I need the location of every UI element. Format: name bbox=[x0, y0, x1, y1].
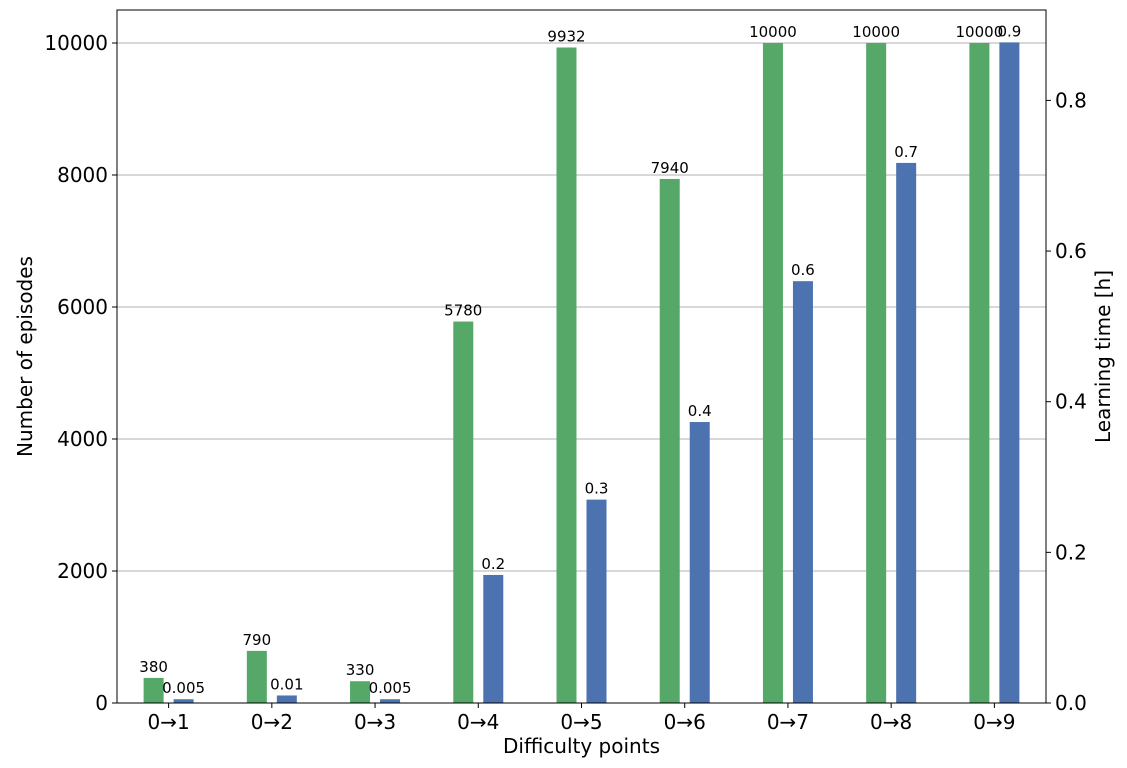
learning-time-bar bbox=[999, 42, 1020, 704]
learning-time-bar bbox=[586, 499, 607, 703]
x-tick-label: 0→8 bbox=[870, 710, 912, 734]
episodes-bar bbox=[866, 43, 887, 703]
right-y-axis-title: Learning time [h] bbox=[1091, 270, 1115, 443]
x-tick-label: 0→4 bbox=[457, 710, 499, 734]
episodes-data-label: 9932 bbox=[547, 27, 585, 45]
right-tick-label: 0.8 bbox=[1055, 88, 1087, 112]
learning-time-bar bbox=[380, 699, 401, 703]
left-y-axis-title: Number of episodes bbox=[13, 256, 37, 457]
episodes-data-label: 7940 bbox=[651, 159, 689, 177]
episodes-bar bbox=[453, 321, 474, 703]
data-labels: 380 790 330 5780 9932 7940 10000 10000 10000 0.00… bbox=[139, 22, 1021, 697]
x-axis-title: Difficulty points bbox=[503, 734, 660, 758]
right-tick-label: 0.4 bbox=[1055, 390, 1087, 414]
right-tick-label: 0.0 bbox=[1055, 691, 1087, 715]
learning-time-data-label: 0.4 bbox=[688, 402, 712, 420]
grid-lines bbox=[117, 42, 1046, 572]
episodes-data-label: 380 bbox=[139, 658, 168, 676]
episodes-data-label: 5780 bbox=[444, 302, 482, 320]
right-tick-label: 0.6 bbox=[1055, 239, 1087, 263]
bars bbox=[143, 42, 1020, 704]
learning-time-bar bbox=[792, 281, 813, 703]
x-tick-label: 0→2 bbox=[251, 710, 293, 734]
episodes-data-label: 10000 bbox=[852, 23, 900, 41]
episodes-data-label: 10000 bbox=[749, 23, 797, 41]
episodes-bar bbox=[762, 43, 783, 703]
episodes-bar bbox=[246, 650, 267, 703]
x-tick-label: 0→3 bbox=[354, 710, 396, 734]
episodes-data-label: 330 bbox=[346, 661, 375, 679]
x-tick-label: 0→1 bbox=[148, 710, 190, 734]
episodes-bar bbox=[556, 47, 577, 704]
learning-time-bar bbox=[483, 574, 504, 703]
learning-time-data-label: 0.01 bbox=[270, 675, 303, 693]
learning-time-data-label: 0.005 bbox=[162, 679, 205, 697]
episodes-bar bbox=[659, 178, 680, 703]
x-axis: 0→1 0→2 0→3 0→4 0→5 0→6 0→7 0→8 0→9 bbox=[148, 703, 1015, 734]
episodes-data-label: 10000 bbox=[956, 23, 1004, 41]
left-tick-label: 0 bbox=[95, 691, 108, 715]
right-axis: 0.0 0.2 0.4 0.6 0.8 bbox=[1046, 88, 1087, 715]
episodes-bar bbox=[969, 43, 990, 703]
x-tick-label: 0→5 bbox=[560, 710, 602, 734]
x-tick-label: 0→7 bbox=[767, 710, 809, 734]
episodes-bar bbox=[143, 677, 164, 703]
episodes-bar bbox=[350, 681, 371, 703]
learning-time-bar bbox=[276, 695, 297, 703]
learning-time-bar bbox=[173, 699, 194, 703]
left-axis: 0 2000 4000 6000 8000 10000 bbox=[44, 31, 117, 715]
x-tick-label: 0→6 bbox=[664, 710, 706, 734]
left-tick-label: 2000 bbox=[57, 559, 108, 583]
left-tick-label: 4000 bbox=[57, 427, 108, 451]
right-tick-label: 0.2 bbox=[1055, 540, 1087, 564]
left-tick-label: 6000 bbox=[57, 295, 108, 319]
learning-time-data-label: 0.6 bbox=[791, 261, 815, 279]
left-tick-label: 8000 bbox=[57, 163, 108, 187]
learning-time-data-label: 0.9 bbox=[997, 22, 1021, 40]
learning-time-data-label: 0.3 bbox=[585, 480, 609, 498]
learning-time-bar bbox=[689, 422, 710, 703]
learning-time-data-label: 0.7 bbox=[894, 143, 918, 161]
episodes-data-label: 790 bbox=[243, 631, 272, 649]
learning-time-data-label: 0.2 bbox=[481, 555, 505, 573]
x-tick-label: 0→9 bbox=[973, 710, 1015, 734]
learning-time-bar bbox=[896, 162, 917, 703]
learning-time-data-label: 0.005 bbox=[369, 679, 412, 697]
left-tick-label: 10000 bbox=[44, 31, 108, 55]
